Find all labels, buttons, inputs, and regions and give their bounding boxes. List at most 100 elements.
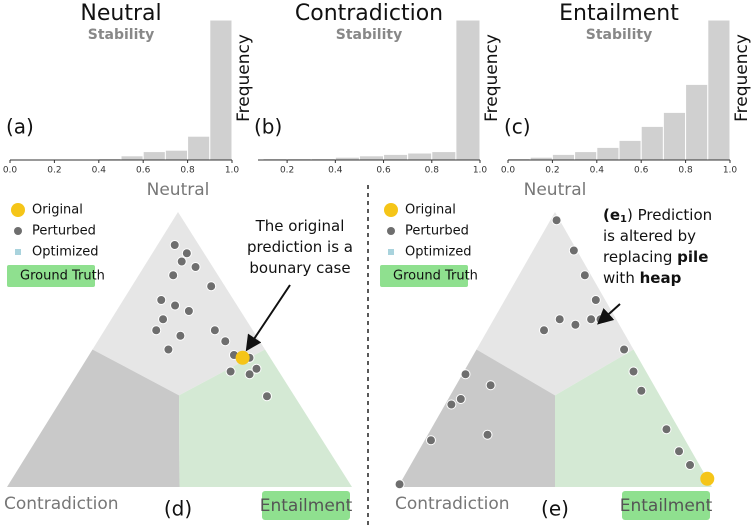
annotation-part: The original bbox=[255, 217, 345, 235]
original-point bbox=[700, 471, 715, 486]
vertex-label: Neutral bbox=[524, 180, 587, 200]
annotation: The original prediction is a bounary case bbox=[247, 217, 353, 277]
x-tick-label: 0.2 bbox=[280, 166, 294, 176]
vertex-label: Entailment bbox=[260, 496, 353, 516]
chart-title: Contradiction bbox=[295, 1, 443, 26]
point bbox=[425, 435, 436, 446]
legend-swatch bbox=[11, 203, 25, 217]
bar bbox=[358, 155, 385, 161]
point bbox=[685, 460, 696, 470]
original-point bbox=[235, 350, 250, 365]
bar bbox=[618, 139, 642, 161]
region bbox=[555, 349, 712, 487]
bar bbox=[662, 111, 687, 161]
panel-label: (e) bbox=[541, 497, 569, 521]
legend-swatch bbox=[384, 203, 398, 217]
bar bbox=[596, 146, 620, 161]
annotation-part: prediction is a bbox=[247, 238, 353, 256]
point bbox=[225, 366, 236, 377]
annotation-part: ) Prediction bbox=[627, 206, 712, 224]
point bbox=[394, 479, 405, 490]
x-tick-label: 0.8 bbox=[180, 166, 195, 176]
x-tick-label: 0.0 bbox=[3, 166, 18, 176]
bar bbox=[455, 19, 481, 161]
x-tick-label: 0.6 bbox=[634, 166, 649, 176]
panel-label: (a) bbox=[6, 115, 34, 139]
point bbox=[181, 248, 192, 259]
annotation-part: 1 bbox=[620, 214, 627, 225]
point bbox=[183, 306, 194, 316]
bar bbox=[164, 149, 189, 161]
vertex-label: Neutral bbox=[147, 180, 210, 200]
point bbox=[568, 245, 579, 256]
vertex-label: Contradiction bbox=[395, 494, 510, 514]
chart-title: Neutral bbox=[80, 1, 161, 26]
point bbox=[151, 325, 162, 336]
x-tick-label: 0.4 bbox=[328, 166, 343, 176]
point bbox=[579, 270, 590, 281]
legend-label: Ground Truth bbox=[20, 269, 105, 284]
point bbox=[460, 369, 471, 380]
point bbox=[206, 281, 217, 292]
legend-label: Original bbox=[405, 203, 456, 218]
x-tick-label: 0.0 bbox=[501, 166, 516, 176]
point bbox=[674, 446, 685, 457]
legend-label: Optimized bbox=[32, 245, 99, 260]
region bbox=[179, 349, 352, 487]
point bbox=[586, 314, 597, 325]
point bbox=[158, 314, 169, 325]
annotation: (e1) Prediction is altered by replacing pi… bbox=[603, 206, 712, 287]
panel-label: (b) bbox=[254, 115, 282, 139]
point bbox=[619, 344, 630, 355]
point bbox=[251, 363, 262, 374]
bar bbox=[209, 19, 233, 161]
panel-label: (c) bbox=[504, 115, 531, 139]
bar bbox=[431, 151, 457, 161]
point bbox=[628, 366, 639, 377]
point bbox=[570, 319, 581, 330]
annotation-part: with bbox=[603, 269, 640, 287]
legend-label: Ground Truth bbox=[393, 269, 478, 284]
point bbox=[554, 314, 565, 325]
x-tick-label: 0.8 bbox=[425, 166, 440, 176]
legend-label: Original bbox=[32, 203, 83, 218]
region bbox=[398, 349, 555, 487]
point bbox=[482, 429, 493, 440]
legend-swatch bbox=[380, 265, 468, 287]
point bbox=[169, 240, 180, 250]
chart-title: Entailment bbox=[559, 1, 679, 26]
x-tick-label: 0.6 bbox=[136, 166, 151, 176]
subtitle: Stability bbox=[88, 27, 154, 43]
point bbox=[455, 394, 466, 404]
legend-swatch bbox=[387, 227, 395, 235]
annotation-part: replacing bbox=[603, 248, 677, 266]
x-tick-label: 0.6 bbox=[376, 166, 391, 176]
point bbox=[244, 369, 255, 380]
point bbox=[539, 325, 550, 336]
bar bbox=[142, 151, 166, 161]
ground-truth-box bbox=[622, 491, 710, 520]
bar bbox=[707, 19, 731, 161]
x-tick-label: 1.0 bbox=[225, 166, 240, 176]
x-tick-label: 0.4 bbox=[92, 166, 107, 176]
vertex-label: Entailment bbox=[620, 496, 713, 516]
annotation-part: pile bbox=[677, 248, 708, 266]
point bbox=[209, 325, 220, 336]
point bbox=[170, 300, 181, 311]
y-axis-label: Frequency bbox=[732, 34, 752, 122]
y-axis-label: Frequency bbox=[482, 34, 502, 122]
point bbox=[485, 380, 496, 391]
bar bbox=[407, 152, 433, 161]
legend-swatch bbox=[388, 249, 394, 255]
annotation-part: heap bbox=[640, 269, 682, 287]
point bbox=[163, 344, 174, 355]
legend-swatch bbox=[7, 265, 95, 287]
x-tick-label: 0.4 bbox=[590, 166, 605, 176]
point bbox=[156, 295, 167, 305]
y-axis-label: Frequency bbox=[234, 34, 254, 122]
x-tick-label: 1.0 bbox=[723, 166, 738, 176]
arrow bbox=[245, 284, 291, 352]
subtitle: Stability bbox=[336, 27, 402, 43]
legend-label: Perturbed bbox=[405, 224, 469, 239]
